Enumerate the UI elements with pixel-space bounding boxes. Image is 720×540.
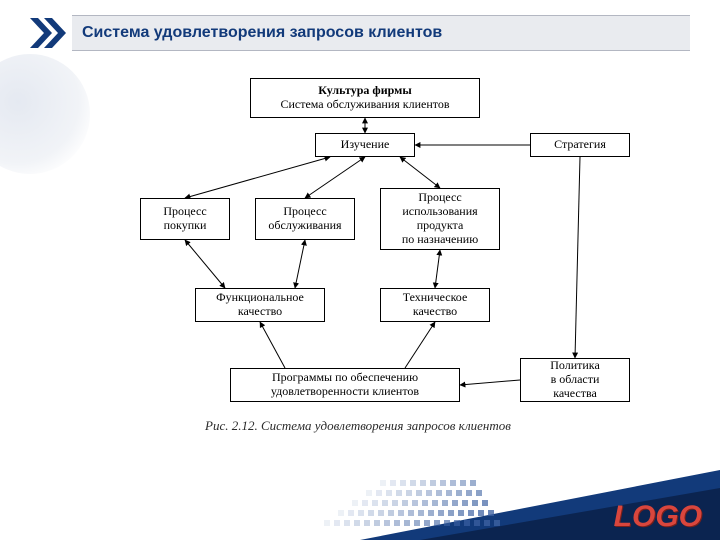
node-study: Изучение [315, 133, 415, 157]
node-programs-line2: удовлетворенности клиентов [271, 385, 419, 399]
node-service-line1: Процесс [283, 205, 326, 219]
node-funcq-line1: Функциональное [216, 291, 304, 305]
node-techq-line1: Техническое [403, 291, 468, 305]
node-policy-line3: качества [553, 387, 597, 401]
node-culture-line2: Система обслуживания клиентов [280, 98, 449, 112]
node-purchase-line1: Процесс [163, 205, 206, 219]
node-policy-line2: в области [551, 373, 600, 387]
node-use-line3: продукта [417, 219, 464, 233]
node-service-line2: обслуживания [268, 219, 341, 233]
node-programs: Программы по обеспечениюудовлетворенност… [230, 368, 460, 402]
double-chevron-icon [28, 16, 68, 50]
node-programs-line1: Программы по обеспечению [272, 371, 418, 385]
node-policy-line1: Политика [550, 359, 600, 373]
node-culture-line1: Культура фирмы [318, 84, 411, 98]
globe-decoration [0, 54, 90, 174]
node-funcq: Функциональноекачество [195, 288, 325, 322]
node-funcq-line2: качество [238, 305, 282, 319]
node-use: Процессиспользованияпродуктапо назначени… [380, 188, 500, 250]
node-strategy: Стратегия [530, 133, 630, 157]
footer-decoration [0, 470, 720, 540]
node-techq: Техническоекачество [380, 288, 490, 322]
node-use-line2: использования [402, 205, 477, 219]
node-use-line1: Процесс [418, 191, 461, 205]
node-purchase: Процесспокупки [140, 198, 230, 240]
figure-caption: Рис. 2.12. Система удовлетворения запрос… [205, 418, 511, 434]
node-study-line1: Изучение [341, 138, 390, 152]
node-service: Процессобслуживания [255, 198, 355, 240]
page-title: Система удовлетворения запросов клиентов [82, 24, 442, 42]
node-purchase-line2: покупки [164, 219, 207, 233]
node-policy: Политикав областикачества [520, 358, 630, 402]
node-culture: Культура фирмыСистема обслуживания клиен… [250, 78, 480, 118]
title-bar: Система удовлетворения запросов клиентов [72, 15, 690, 51]
flowchart: Культура фирмыСистема обслуживания клиен… [90, 78, 650, 478]
node-techq-line2: качество [413, 305, 457, 319]
node-strategy-line1: Стратегия [554, 138, 606, 152]
node-use-line4: по назначению [402, 233, 478, 247]
logo-text: LOGO [614, 500, 702, 534]
